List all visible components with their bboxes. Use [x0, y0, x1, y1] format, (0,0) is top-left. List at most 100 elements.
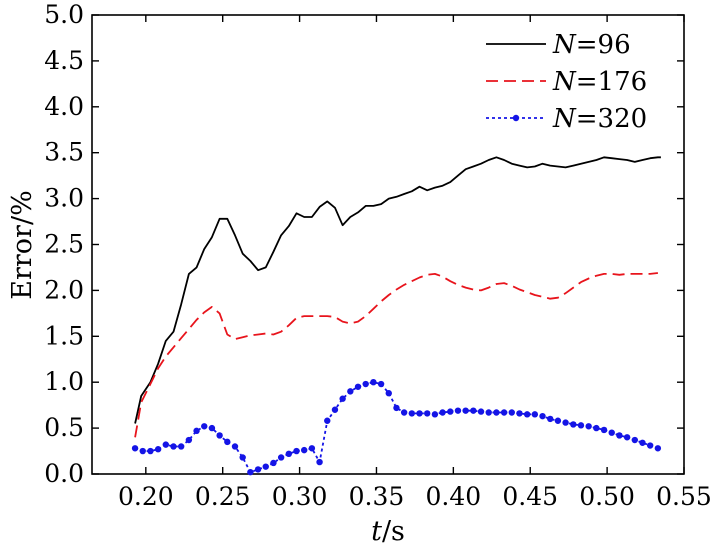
y-tick-label-0: 0.0 [44, 459, 84, 488]
data-point-n320 [654, 445, 662, 452]
data-point-n320 [216, 432, 223, 439]
data-point-n320 [347, 388, 354, 395]
data-point-n320 [362, 380, 369, 388]
series-markers [131, 379, 662, 476]
data-point-n320 [639, 439, 646, 446]
data-point-n320 [547, 415, 554, 423]
data-point-n320 [623, 434, 631, 441]
data-point-n320 [500, 409, 508, 416]
data-point-n320 [585, 423, 592, 430]
data-point-n320 [470, 407, 477, 414]
data-point-n320 [224, 438, 231, 446]
data-point-n320 [285, 450, 293, 458]
data-point-n320 [646, 442, 654, 449]
data-point-n320 [339, 395, 346, 402]
y-tick-label-3: 1.5 [44, 321, 84, 350]
data-point-n320 [324, 417, 331, 424]
data-point-n320 [408, 410, 416, 417]
y-tick-label-9: 4.5 [44, 46, 84, 75]
y-tick-label-10: 5.0 [44, 0, 84, 29]
y-axis-label: Error/% [7, 190, 38, 299]
data-point-n320 [462, 407, 469, 414]
data-point-n320 [508, 409, 515, 416]
data-point-n320 [270, 459, 277, 467]
series-line-n96 [134, 156, 661, 424]
legend: N=96 N=176 N=320 [486, 30, 647, 134]
data-point-n320 [300, 446, 308, 454]
data-point-n320 [562, 419, 569, 426]
x-tick-label-6: 0.50 [579, 482, 635, 511]
data-point-n320 [316, 458, 323, 466]
x-tick-label-0: 0.20 [118, 482, 174, 511]
data-point-n320 [293, 447, 300, 455]
data-point-n320 [554, 417, 562, 424]
x-tick-label-2: 0.30 [272, 482, 328, 511]
data-point-n320 [185, 436, 193, 444]
data-point-n320 [262, 463, 269, 470]
data-point-n320 [400, 409, 408, 416]
data-point-n320 [239, 454, 246, 461]
data-point-n320 [385, 390, 392, 397]
y-tick-label-8: 4.0 [44, 92, 84, 121]
data-point-n320 [201, 423, 208, 430]
x-tick-label-1: 0.25 [195, 482, 251, 511]
data-point-n320 [608, 429, 615, 436]
data-point-n320 [170, 443, 177, 450]
data-point-n320 [231, 443, 239, 450]
data-point-n320 [354, 383, 362, 390]
x-tick-label-3: 0.35 [349, 482, 405, 511]
y-tick-label-1: 0.5 [44, 413, 84, 442]
y-tick-label-6: 3.0 [44, 184, 84, 213]
data-point-n320 [377, 380, 385, 388]
data-point-n320 [485, 409, 492, 416]
y-tick-label-4: 2.0 [44, 275, 84, 304]
data-point-n320 [277, 454, 285, 461]
data-point-n320 [570, 421, 577, 428]
data-point-n320 [393, 404, 400, 412]
data-point-n320 [600, 426, 608, 434]
data-point-n320 [254, 466, 262, 473]
x-axis-label: t/s [371, 516, 405, 547]
data-point-n320 [454, 407, 462, 414]
data-point-n320 [631, 436, 638, 444]
data-point-n320 [208, 424, 216, 432]
data-point-n320 [370, 379, 377, 386]
data-point-n320 [193, 427, 200, 435]
data-point-n320 [331, 406, 339, 413]
series-line-n176 [134, 272, 659, 438]
data-point-n320 [139, 447, 146, 455]
data-point-n320 [477, 408, 485, 415]
x-tick-label-7: 0.55 [656, 482, 712, 511]
legend-label-n320: N=320 [552, 104, 647, 134]
axis-ticks [92, 14, 685, 475]
data-point-n320 [616, 432, 623, 439]
data-point-n320 [147, 447, 154, 455]
y-tick-label-2: 1.0 [44, 367, 84, 396]
legend-label-n96: N=96 [552, 30, 631, 60]
data-point-n320 [177, 443, 185, 450]
y-tick-label-5: 2.5 [44, 230, 84, 259]
data-point-n320 [131, 445, 139, 452]
data-point-n320 [531, 411, 539, 418]
y-tick-label-7: 3.5 [44, 138, 84, 167]
legend-marker-n320 [512, 114, 520, 122]
data-point-n320 [424, 410, 431, 417]
data-point-n320 [431, 411, 439, 418]
data-point-n320 [416, 410, 423, 417]
x-tick-label-4: 0.40 [426, 482, 482, 511]
data-point-n320 [439, 409, 446, 416]
data-point-n320 [577, 422, 585, 429]
data-point-n320 [447, 408, 454, 415]
legend-label-n176: N=176 [552, 67, 647, 97]
data-point-n320 [493, 409, 500, 416]
data-point-n320 [162, 441, 170, 448]
data-point-n320 [593, 424, 600, 432]
tick-labels: 0.20 0.25 0.30 0.35 0.40 0.45 0.50 0.55 0.0 0.5 1.… [44, 0, 712, 511]
data-point-n320 [516, 410, 523, 417]
data-point-n320 [154, 446, 162, 453]
x-tick-label-5: 0.45 [502, 482, 558, 511]
data-point-n320 [247, 468, 254, 476]
data-point-n320 [523, 411, 531, 418]
data-point-n320 [308, 445, 316, 452]
